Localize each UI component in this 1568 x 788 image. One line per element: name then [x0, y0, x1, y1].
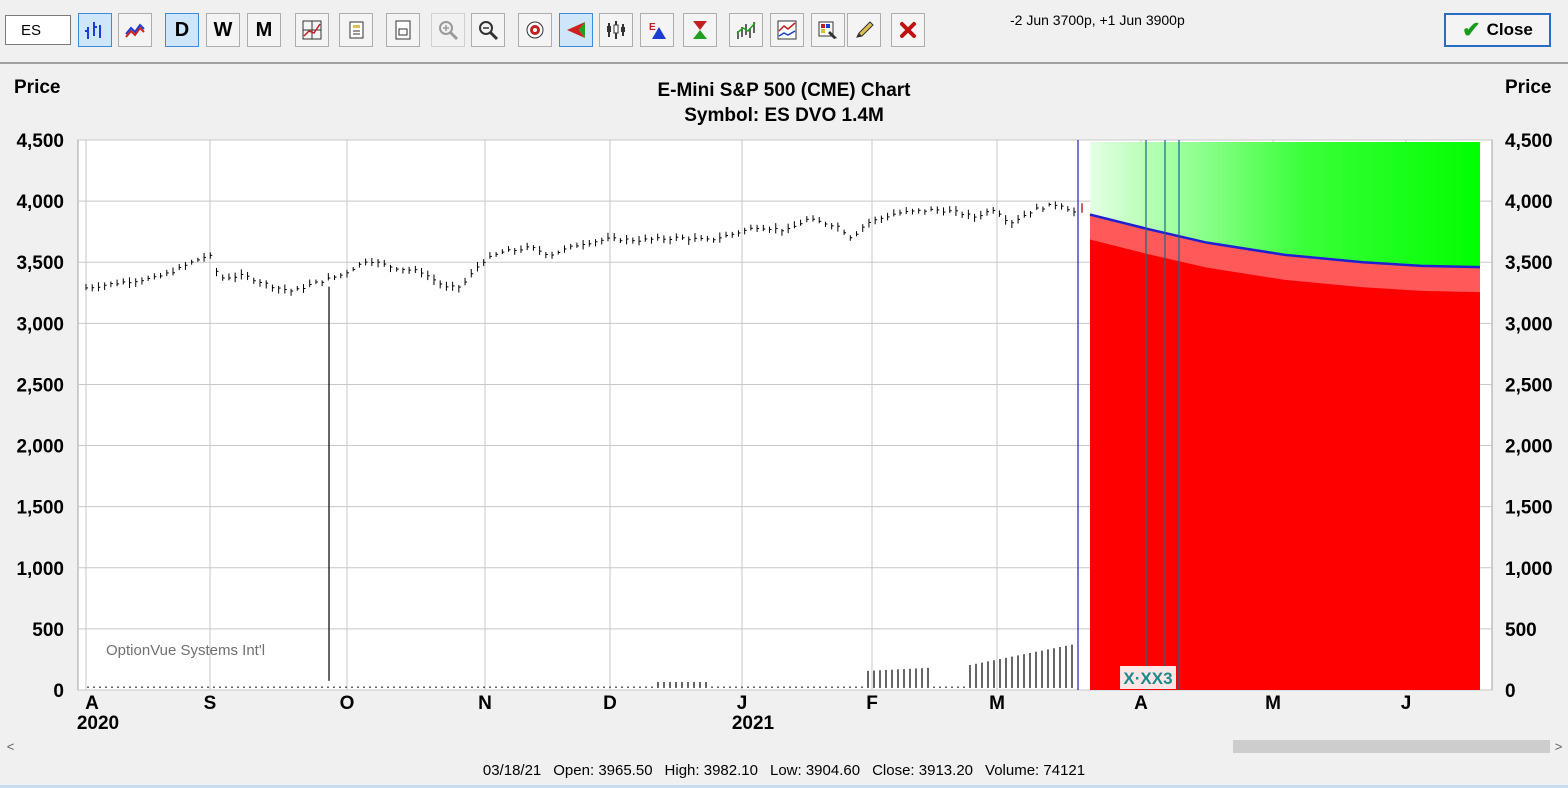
y-tick-label-right: 500 — [1505, 620, 1537, 641]
y-tick-label-left: 0 — [53, 681, 64, 702]
x-tick-label: A — [85, 693, 99, 714]
y-tick-label-left: 4,000 — [16, 192, 64, 213]
scroll-left-icon[interactable]: < — [6, 739, 15, 754]
option-positions-text: -2 Jun 3700p, +1 Jun 3900p — [1010, 12, 1185, 28]
y-tick-label-left: 3,500 — [16, 253, 64, 274]
watermark: OptionVue Systems Int'l — [106, 642, 265, 659]
toolbar: D W M E — [0, 0, 1568, 62]
right-axis-label: Price — [1505, 77, 1551, 98]
checkmark-icon: ✔ — [1462, 17, 1481, 42]
status-volume: Volume: 74121 — [985, 761, 1086, 779]
y-tick-label-right: 4,500 — [1505, 131, 1553, 152]
price-chart[interactable]: E-Mini S&P 500 (CME) Chart Symbol: ES DV… — [0, 64, 1568, 740]
zoom-out-icon[interactable] — [471, 13, 505, 47]
indicator-icon[interactable] — [770, 13, 804, 47]
y-tick-label-left: 2,000 — [16, 437, 64, 458]
loss-zone — [1090, 214, 1480, 691]
x-tick-label: J — [1401, 693, 1412, 714]
y-tick-label-right: 2,000 — [1505, 437, 1553, 458]
copy-icon[interactable] — [339, 13, 373, 47]
date-marker-box — [1120, 666, 1176, 689]
bar-chart-icon[interactable] — [78, 13, 112, 47]
close-label: Close — [1486, 20, 1533, 39]
y-tick-label-left: 500 — [32, 620, 64, 641]
y-tick-label-right: 3,000 — [1505, 314, 1553, 335]
volume-bars-icon[interactable] — [729, 13, 763, 47]
horizontal-scrollbar[interactable]: < > — [0, 738, 1568, 755]
candlestick-icon[interactable] — [599, 13, 633, 47]
scroll-right-icon[interactable]: > — [1554, 739, 1563, 754]
zoom-in-icon[interactable] — [431, 13, 465, 47]
chart-title: E-Mini S&P 500 (CME) Chart — [657, 80, 911, 101]
scroll-thumb[interactable] — [1233, 740, 1550, 753]
forecast-region — [1077, 140, 1481, 691]
right-y-axis: 4,500 4,000 3,500 3,000 2,500 2,000 1,500 1,000… — [1505, 131, 1553, 702]
x-axis: A S O N D J F M A M J 2020 2021 — [77, 693, 1411, 734]
monthly-label: M — [255, 18, 273, 41]
x-tick-label: N — [478, 693, 492, 714]
y-tick-label-left: 3,000 — [16, 314, 64, 335]
status-date: 03/18/21 — [482, 761, 542, 779]
volume-bars — [87, 644, 1073, 688]
weekly-label: W — [213, 18, 233, 41]
target-icon[interactable] — [518, 13, 552, 47]
daily-button[interactable]: D — [165, 13, 199, 47]
x-tick-label: M — [989, 693, 1005, 714]
print-icon[interactable] — [386, 13, 420, 47]
pencil-icon[interactable] — [847, 13, 881, 47]
left-y-axis: 4,500 4,000 3,500 3,000 2,500 2,000 1,500 1,000… — [16, 131, 64, 702]
grid-icon[interactable] — [295, 13, 329, 47]
fade-band — [1090, 142, 1480, 268]
earnings-icon[interactable]: E — [640, 13, 674, 47]
bottom-border — [0, 785, 1568, 788]
x-tick-label: A — [1134, 693, 1148, 714]
x-tick-label: O — [340, 693, 355, 714]
x-tick-label: M — [1265, 693, 1281, 714]
x-tick-label: F — [866, 693, 878, 714]
y-tick-label-left: 2,500 — [16, 375, 64, 396]
weekly-button[interactable]: W — [206, 13, 240, 47]
y-tick-label-right: 4,000 — [1505, 192, 1553, 213]
y-tick-label-right: 1,000 — [1505, 559, 1553, 580]
year-label: 2021 — [732, 713, 775, 734]
y-tick-label-left: 1,000 — [16, 559, 64, 580]
daily-label: D — [174, 18, 190, 41]
x-tick-label: S — [204, 693, 217, 714]
year-label: 2020 — [77, 713, 119, 734]
close-button[interactable]: ✔ Close — [1444, 13, 1551, 47]
status-close: Close: 3913.20 — [872, 761, 974, 779]
status-bar: 03/18/21 Open: 3965.50 High: 3982.10 Low… — [0, 755, 1568, 785]
y-tick-label-left: 1,500 — [16, 498, 64, 519]
y-tick-label-left: 4,500 — [16, 131, 64, 152]
arrow-left-icon[interactable] — [559, 13, 593, 47]
y-tick-label-right: 1,500 — [1505, 498, 1553, 519]
status-open: Open: 3965.50 — [553, 761, 653, 779]
forecast-line — [1089, 213, 1481, 269]
x-tick-label: D — [603, 693, 617, 714]
delete-icon[interactable] — [891, 13, 925, 47]
status-high: High: 3982.10 — [664, 761, 758, 779]
svg-text:E: E — [649, 22, 656, 33]
monthly-button[interactable]: M — [247, 13, 281, 47]
y-tick-label-right: 0 — [1505, 681, 1516, 702]
symbol-input[interactable] — [5, 15, 71, 45]
left-axis-label: Price — [14, 77, 60, 98]
date-marker: X·XX3 — [1123, 669, 1172, 688]
y-tick-label-right: 2,500 — [1505, 375, 1553, 396]
palette-icon[interactable] — [811, 13, 845, 47]
chart-subtitle: Symbol: ES DVO 1.4M — [684, 105, 884, 126]
line-chart-icon[interactable] — [118, 13, 152, 47]
status-low: Low: 3904.60 — [769, 761, 861, 779]
price-bars — [85, 201, 1083, 681]
hourglass-icon[interactable] — [683, 13, 717, 47]
x-tick-label: J — [737, 693, 748, 714]
chart-panel[interactable]: E-Mini S&P 500 (CME) Chart Symbol: ES DV… — [0, 62, 1568, 738]
loss-fade — [1090, 214, 1480, 293]
y-tick-label-right: 3,500 — [1505, 253, 1553, 274]
